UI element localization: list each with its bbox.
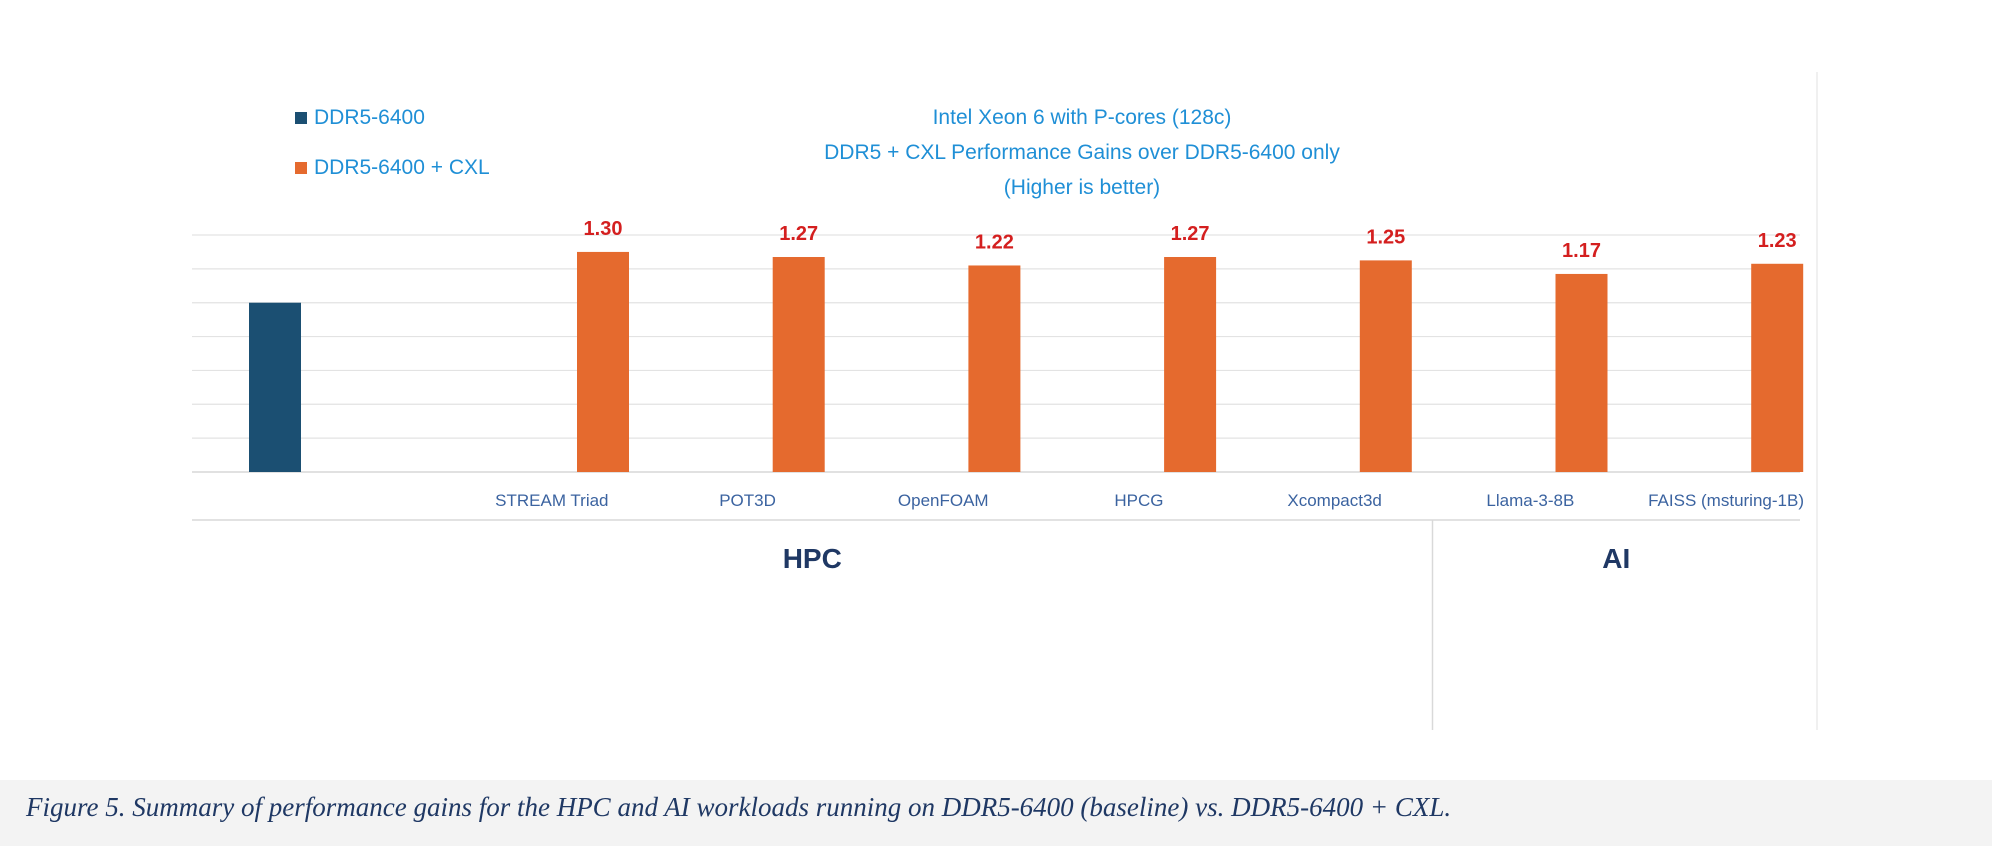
bar-ddr5-6400-cxl (1751, 263, 1804, 472)
data-label: 1.17 (1562, 240, 1601, 262)
bar-ddr5-6400-cxl (1359, 260, 1412, 472)
chart-title-line: DDR5 + CXL Performance Gains over DDR5-6… (824, 141, 1340, 164)
category-label: POT3D (719, 491, 776, 510)
category-label: Xcompact3d (1287, 491, 1382, 510)
bar-ddr5-6400-cxl (968, 265, 1021, 472)
bars (249, 251, 1804, 472)
x-axis: STREAM Triad POT3D OpenFOAM HPCG Xcompact3d L… (495, 491, 1804, 510)
legend-swatch (295, 112, 307, 124)
bar-ddr5-6400-cxl (577, 251, 629, 472)
group-label: AI (1602, 543, 1630, 574)
bar-ddr5-6400 (249, 302, 301, 472)
bar-ddr5-6400-cxl (1164, 257, 1217, 472)
legend-label: DDR5-6400 (314, 106, 425, 129)
legend-swatch (295, 162, 307, 174)
data-label: 1.30 (584, 218, 623, 240)
category-label: OpenFOAM (898, 491, 989, 510)
bar-ddr5-6400-cxl (1555, 273, 1608, 472)
data-label: 1.23 (1758, 230, 1797, 252)
data-label: 1.27 (779, 223, 818, 245)
legend: DDR5-6400 DDR5-6400 + CXL (295, 106, 490, 179)
chart-panel: DDR5-6400 DDR5-6400 + CXL Intel Xeon 6 wi… (192, 72, 1818, 730)
bar-chart: DDR5-6400 DDR5-6400 + CXL Intel Xeon 6 wi… (192, 106, 1804, 730)
caption-text: Figure 5. Summary of performance gains f… (26, 792, 1452, 822)
chart-title: Intel Xeon 6 with P-cores (128c) DDR5 + C… (824, 106, 1340, 199)
category-label: HPCG (1114, 491, 1163, 510)
group-label: HPC (783, 543, 842, 574)
figure-caption: Figure 5. Summary of performance gains f… (0, 780, 1992, 846)
category-label: STREAM Triad (495, 491, 608, 510)
bar-ddr5-6400-cxl (772, 257, 825, 472)
category-label: FAISS (msturing-1B) (1648, 491, 1804, 510)
category-label: Llama-3-8B (1486, 491, 1574, 510)
category-groups: HPC AI (192, 519, 1800, 730)
chart-title-line: Intel Xeon 6 with P-cores (128c) (933, 106, 1232, 129)
chart-title-line: (Higher is better) (1004, 176, 1160, 199)
data-label: 1.27 (1171, 223, 1210, 245)
data-label: 1.22 (975, 231, 1014, 253)
legend-label: DDR5-6400 + CXL (314, 156, 490, 179)
data-labels: 1.30 1.27 1.22 1.27 1.25 1.17 1.23 (584, 218, 1797, 262)
data-label: 1.25 (1366, 226, 1405, 248)
